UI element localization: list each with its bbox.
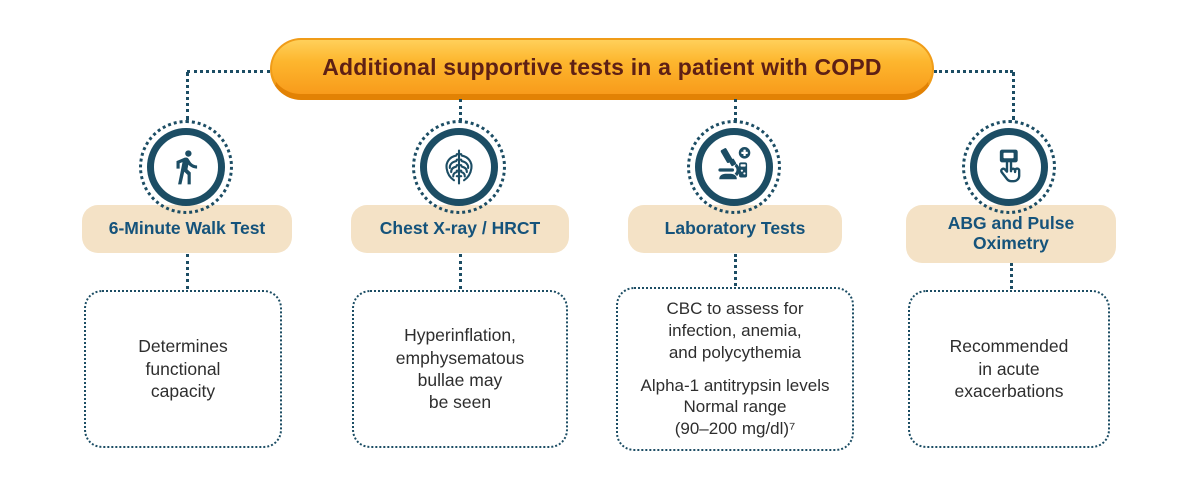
connector-label3-to-box xyxy=(734,254,737,286)
connector-col4-down xyxy=(1012,72,1015,120)
header-pill: Additional supportive tests in a patient… xyxy=(270,38,934,100)
walk-test-medallion xyxy=(139,120,233,214)
column-label-chest-xray: Chest X-ray / HRCT xyxy=(351,205,569,253)
laboratory-medallion xyxy=(687,120,781,214)
detail-box-walk-test: Determines functional capacity xyxy=(84,290,282,448)
connector-label1-to-box xyxy=(186,254,189,289)
connector-col2-down xyxy=(459,99,462,121)
detail-text: Recommended in acute exacerbations xyxy=(949,336,1069,402)
detail-box-chest-xray: Hyperinflation, emphysematous bullae may… xyxy=(352,290,568,448)
connector-label2-to-box xyxy=(459,254,462,289)
diagram-title: Additional supportive tests in a patient… xyxy=(322,53,882,80)
chest-xray-medallion xyxy=(412,120,506,214)
detail-box-laboratory: CBC to assess for infection, anemia, and… xyxy=(616,287,854,451)
connector-label4-to-box xyxy=(1010,263,1013,289)
detail-text: Hyperinflation, emphysematous bullae may… xyxy=(395,325,525,413)
connector-header-to-col4 xyxy=(934,70,1013,73)
connector-col3-down xyxy=(734,99,737,121)
connector-header-to-col1 xyxy=(187,70,270,73)
detail-text: Determines functional capacity xyxy=(138,336,228,402)
detail-box-abg-oximetry: Recommended in acute exacerbations xyxy=(908,290,1110,448)
column-label-abg-oximetry: ABG and Pulse Oximetry xyxy=(906,205,1116,263)
microscope-lab-icon xyxy=(695,128,773,206)
detail-text-cbc: CBC to assess for infection, anemia, and… xyxy=(666,299,804,362)
walking-person-icon xyxy=(147,128,225,206)
pulse-oximetry-medallion xyxy=(962,120,1056,214)
ribcage-xray-icon xyxy=(420,128,498,206)
pulse-oximeter-icon xyxy=(970,128,1048,206)
connector-col1-down xyxy=(186,72,189,120)
detail-text-alpha1: Alpha-1 antitrypsin levels Normal range … xyxy=(640,375,830,439)
